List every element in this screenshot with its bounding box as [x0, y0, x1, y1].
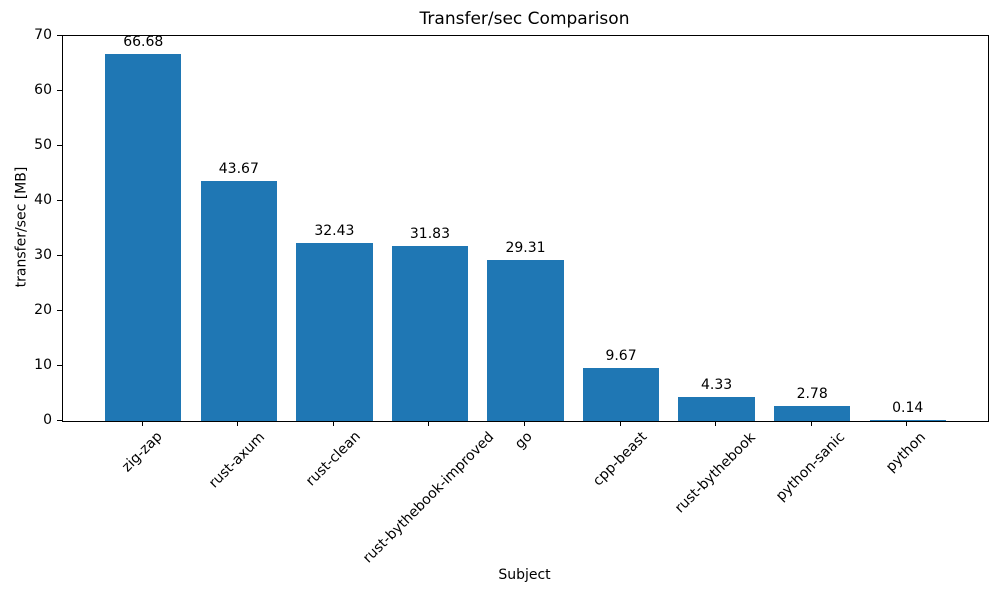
x-tick-mark: [906, 421, 908, 426]
x-tick-mark: [428, 421, 430, 426]
x-tick-label-text: cpp-beast: [589, 428, 650, 490]
x-tick-label-text: rust-bythebook-improved: [359, 428, 498, 567]
x-tick-mark: [237, 421, 239, 426]
y-tick-label-40: 40: [34, 192, 52, 208]
y-tick-mark: [57, 419, 62, 421]
bar-value-label-rust-bythebook-improved: 31.83: [409, 225, 450, 242]
x-tick-mark: [524, 421, 525, 426]
y-tick-label-30: 30: [34, 247, 52, 263]
y-tick-label-10: 10: [34, 357, 52, 373]
x-tick-mark: [619, 421, 621, 426]
x-tick-label-text: rust-clean: [302, 428, 364, 490]
bar-go: [487, 259, 564, 421]
x-axis-label: Subject: [498, 567, 551, 583]
plot-area: 66.68 43.67 32.43 31.83 29.31 9.67 4.33 2.78 0.1…: [62, 34, 989, 422]
y-tick-mark: [57, 144, 62, 146]
x-tick-label-text: python: [883, 429, 930, 475]
y-axis-label-text: transfer/sec [MB]: [13, 166, 30, 288]
bar-python: [869, 420, 946, 421]
bar-value-label-python-sanic: 2.78: [796, 385, 828, 402]
y-tick-mark: [57, 364, 62, 366]
y-tick-label-20: 20: [34, 302, 52, 318]
bar-zig-zap: [105, 54, 182, 421]
y-tick-label-0: 0: [43, 412, 52, 428]
x-tick-label-text: go: [512, 428, 537, 453]
y-tick-label-70: 70: [34, 27, 52, 43]
bar-value-label-go: 29.31: [505, 239, 546, 256]
x-tick-mark: [810, 421, 812, 426]
x-tick-mark: [715, 421, 717, 426]
bar-cpp-beast: [582, 367, 660, 421]
bar-value-label-rust-clean: 32.43: [314, 222, 355, 239]
y-tick-mark: [57, 34, 62, 36]
bar-rust-axum: [200, 180, 278, 421]
x-tick-mark: [332, 421, 334, 426]
bar-rust-clean: [296, 242, 373, 421]
x-tick-label-text: rust-axum: [206, 429, 269, 492]
bar-value-label-zig-zap: 66.68: [123, 34, 164, 51]
bar-value-label-python: 0.14: [892, 400, 924, 417]
x-tick-label-text: python-sanic: [773, 428, 849, 504]
x-tick-label-text: zig-zap: [118, 428, 166, 476]
y-tick-mark: [57, 254, 62, 256]
y-tick-mark: [57, 199, 62, 201]
y-tick-mark: [57, 89, 62, 91]
y-tick-label-50: 50: [34, 137, 52, 153]
chart-title: Transfer/sec Comparison: [419, 9, 630, 29]
bar-value-label-rust-axum: 43.67: [218, 160, 259, 177]
bar-python-sanic: [773, 405, 851, 421]
x-tick-mark: [141, 421, 143, 426]
bar-value-label-cpp-beast: 9.67: [605, 347, 637, 364]
bar-rust-bythebook-improved: [391, 245, 469, 421]
bar-rust-bythebook: [678, 397, 755, 421]
x-tick-label-text: rust-bythebook: [671, 429, 759, 516]
bar-value-label-rust-bythebook: 4.33: [701, 377, 733, 394]
y-tick-mark: [57, 309, 62, 311]
y-tick-label-60: 60: [34, 82, 52, 98]
